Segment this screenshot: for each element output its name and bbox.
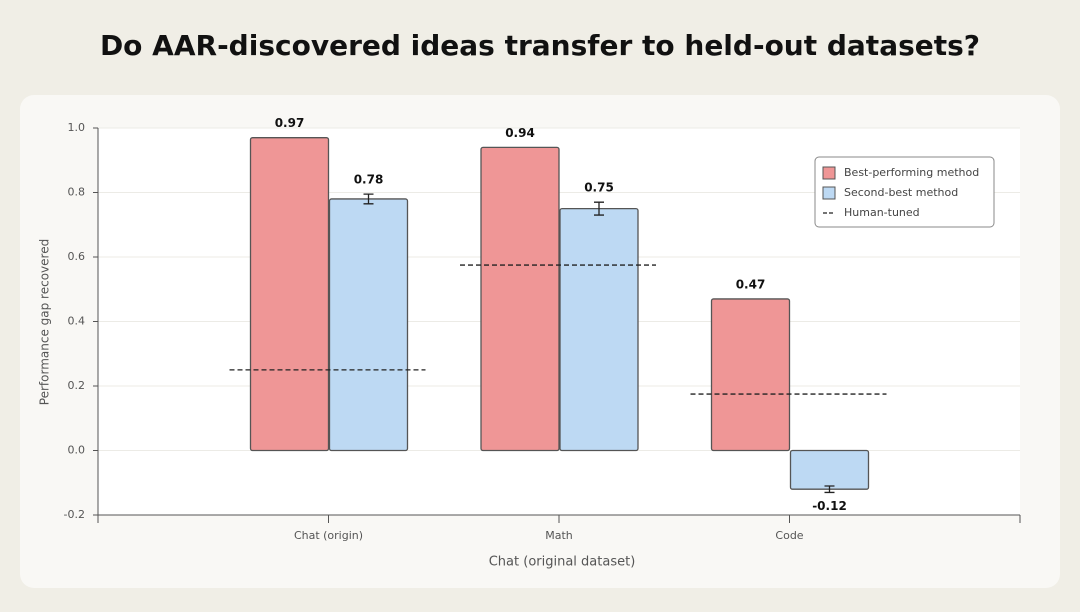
y-tick-label: 1.0 bbox=[68, 121, 86, 134]
x-axis-label: Chat (original dataset) bbox=[489, 555, 636, 570]
legend-label: Second-best method bbox=[844, 186, 958, 199]
bar bbox=[328, 198, 409, 452]
value-label: 0.97 bbox=[275, 116, 305, 130]
y-tick-label: 0.6 bbox=[68, 250, 86, 263]
y-tick-label: 0.8 bbox=[68, 186, 86, 199]
value-label: 0.94 bbox=[505, 126, 535, 140]
y-tick-label: -0.2 bbox=[64, 508, 85, 521]
x-tick-label: Code bbox=[775, 529, 803, 542]
legend-swatch bbox=[822, 166, 836, 180]
bar bbox=[480, 146, 560, 452]
legend-label: Human-tuned bbox=[844, 206, 920, 219]
bar bbox=[710, 298, 791, 452]
x-tick-label: Chat (origin) bbox=[294, 529, 363, 542]
legend-box bbox=[814, 156, 995, 228]
bar bbox=[559, 207, 639, 452]
legend-label: Best-performing method bbox=[844, 166, 979, 179]
value-label: -0.12 bbox=[812, 499, 847, 513]
legend-swatch bbox=[822, 186, 836, 200]
y-tick-label: 0.4 bbox=[68, 315, 86, 328]
bar bbox=[249, 137, 330, 452]
error-bar bbox=[363, 193, 374, 205]
error-bar bbox=[594, 201, 604, 216]
value-label: 0.47 bbox=[736, 277, 766, 291]
bar bbox=[789, 449, 870, 490]
x-tick-label: Math bbox=[545, 529, 573, 542]
chart-title: Do AAR-discovered ideas transfer to held… bbox=[100, 29, 980, 62]
error-bar bbox=[824, 485, 835, 494]
y-tick-label: 0.0 bbox=[68, 444, 86, 457]
value-label: 0.75 bbox=[584, 181, 614, 195]
value-label: 0.78 bbox=[354, 173, 384, 187]
y-axis-label: Performance gap recovered bbox=[38, 239, 52, 405]
y-tick-label: 0.2 bbox=[68, 379, 86, 392]
